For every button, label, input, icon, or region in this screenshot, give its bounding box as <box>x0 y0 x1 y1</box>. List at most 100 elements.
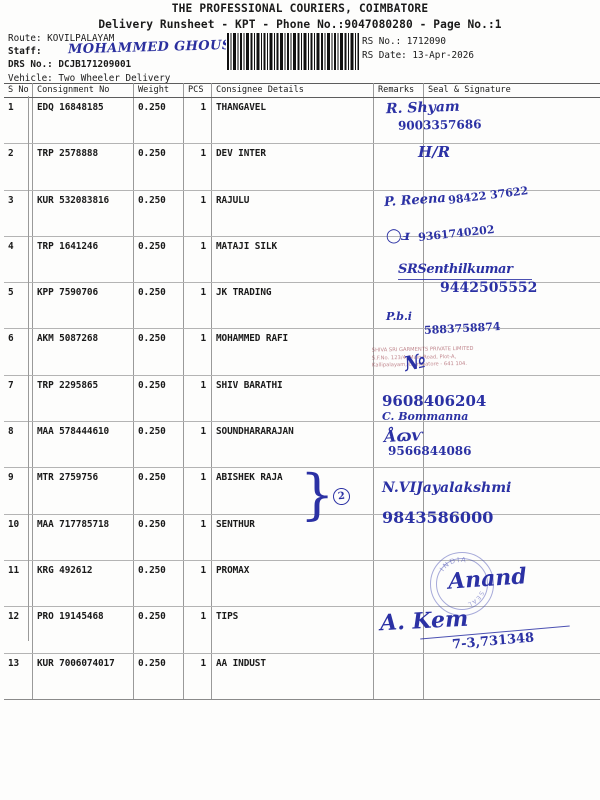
table-row: 4 TRP 1641246 0.250 1 MATAJI SILK <box>4 236 600 284</box>
cell-remarks <box>373 653 424 700</box>
table-row: 13 KUR 7006074017 0.250 1 AA INDUST <box>4 653 600 700</box>
table-row: 1 EDQ 16848185 0.250 1 THANGAVEL <box>4 97 600 145</box>
col-header-consignee: Consignee Details <box>211 83 374 98</box>
cell-remarks <box>373 236 424 284</box>
cell-consignment: MAA 717785718 <box>32 514 134 561</box>
staff-label: Staff: <box>8 46 42 58</box>
runsheet-table: S No Consignment No Weight PCS Consignee… <box>4 83 600 700</box>
cell-weight: 0.250 <box>133 653 184 700</box>
cell-sno: 13 <box>4 653 33 700</box>
cell-seal-signature <box>423 467 600 515</box>
cell-weight: 0.250 <box>133 236 184 284</box>
table-row: 3 KUR 532083816 0.250 1 RAJULU <box>4 190 600 237</box>
cell-weight: 0.250 <box>133 421 184 469</box>
cell-seal-signature <box>423 143 600 191</box>
drs-row: DRS No.: DCJB171209001 <box>8 58 170 71</box>
cell-pcs: 1 <box>183 190 212 237</box>
cell-consignment: AKM 5087268 <box>32 328 134 376</box>
cell-consignee: SENTHUR <box>211 514 374 561</box>
cell-weight: 0.250 <box>133 97 184 145</box>
cell-seal-signature <box>423 190 600 237</box>
cell-consignee: DEV INTER <box>211 143 374 191</box>
cell-weight: 0.250 <box>133 560 184 608</box>
cell-consignment: MTR 2759756 <box>32 467 134 515</box>
cell-weight: 0.250 <box>133 467 184 515</box>
drs-label: DRS No.: DCJB171209001 <box>8 59 132 71</box>
cell-pcs: 1 <box>183 606 212 654</box>
cell-seal-signature <box>423 560 600 608</box>
cell-consignment: TRP 2578888 <box>32 143 134 191</box>
cell-consignment: EDQ 16848185 <box>32 97 134 145</box>
cell-remarks <box>373 375 424 423</box>
table-row: 10 MAA 717785718 0.250 1 SENTHUR <box>4 514 600 561</box>
cell-pcs: 1 <box>183 236 212 284</box>
cell-pcs: 1 <box>183 328 212 376</box>
route-label: Route: KOVILPALAYAM <box>8 33 115 44</box>
table-row: 9 MTR 2759756 0.250 1 ABISHEK RAJA <box>4 467 600 515</box>
cell-consignee: TIPS <box>211 606 374 654</box>
document-subtitle: Delivery Runsheet - KPT - Phone No.:9047… <box>98 18 502 31</box>
cell-consignment: KUR 532083816 <box>32 190 134 237</box>
cell-seal-signature <box>423 375 600 423</box>
cell-weight: 0.250 <box>133 328 184 376</box>
table-row: 6 AKM 5087268 0.250 1 MOHAMMED RAFI <box>4 328 600 376</box>
cell-consignment: KRG 492612 <box>32 560 134 608</box>
cell-consignment: PRO 19145468 <box>32 606 134 654</box>
vehicle-row: Vehicle: Two Wheeler Delivery <box>8 72 170 85</box>
cell-remarks <box>373 467 424 515</box>
cell-pcs: 1 <box>183 97 212 145</box>
barcode <box>226 33 359 70</box>
cell-weight: 0.250 <box>133 375 184 423</box>
cell-consignee: PROMAX <box>211 560 374 608</box>
cell-consignee: ABISHEK RAJA <box>211 467 374 515</box>
rs-date: RS Date: 13-Apr-2026 <box>362 49 474 61</box>
cell-remarks <box>373 328 424 376</box>
col-header-weight: Weight <box>133 83 184 98</box>
cell-remarks <box>373 97 424 145</box>
rs-no: RS No.: 1712090 <box>362 36 446 47</box>
cell-remarks <box>373 143 424 191</box>
cell-seal-signature <box>423 282 600 330</box>
table-row: 8 MAA 578444610 0.250 1 SOUNDHARARAJAN <box>4 421 600 469</box>
cell-seal-signature <box>423 514 600 561</box>
cell-remarks <box>373 606 424 654</box>
table-row: 5 KPP 7590706 0.250 1 JK TRADING <box>4 282 600 330</box>
cell-remarks <box>373 560 424 608</box>
cell-weight: 0.250 <box>133 143 184 191</box>
staff-row: Staff: <box>8 45 170 58</box>
cell-consignee: MATAJI SILK <box>211 236 374 284</box>
cell-pcs: 1 <box>183 421 212 469</box>
cell-seal-signature <box>423 97 600 145</box>
table-header-row: S No Consignment No Weight PCS Consignee… <box>4 83 600 98</box>
cell-consignment: TRP 1641246 <box>32 236 134 284</box>
cell-consignee: THANGAVEL <box>211 97 374 145</box>
cell-seal-signature <box>423 606 600 654</box>
table-row: 12 PRO 19145468 0.250 1 TIPS <box>4 606 600 654</box>
table-row: 7 TRP 2295865 0.250 1 SHIV BARATHI <box>4 375 600 423</box>
company-title: THE PROFESSIONAL COURIERS, COIMBATORE <box>171 2 429 15</box>
col-header-consignment: Consignment No <box>32 83 134 98</box>
cell-consignee: JK TRADING <box>211 282 374 330</box>
cell-remarks <box>373 282 424 330</box>
cell-consignment: KPP 7590706 <box>32 282 134 330</box>
col-header-seal-signature: Seal & Signature <box>423 83 600 98</box>
col-header-remarks: Remarks <box>373 83 424 98</box>
cell-consignee: AA INDUST <box>211 653 374 700</box>
table-body: 1 EDQ 16848185 0.250 1 THANGAVEL 2 TRP 2578888… <box>4 97 600 700</box>
cell-pcs: 1 <box>183 143 212 191</box>
cell-pcs: 1 <box>183 560 212 608</box>
header-meta-left: Route: KOVILPALAYAM Staff: DRS No.: DCJB… <box>8 32 170 85</box>
cell-weight: 0.250 <box>133 190 184 237</box>
cell-seal-signature <box>423 653 600 700</box>
col-header-sno: S No <box>4 83 33 98</box>
cell-pcs: 1 <box>183 514 212 561</box>
cell-consignee: MOHAMMED RAFI <box>211 328 374 376</box>
cell-consignment: TRP 2295865 <box>32 375 134 423</box>
cell-seal-signature <box>423 328 600 376</box>
document-title-block: THE PROFESSIONAL COURIERS, COIMBATORE De… <box>0 2 600 32</box>
cell-remarks <box>373 190 424 237</box>
table-row: 11 KRG 492612 0.250 1 PROMAX <box>4 560 600 608</box>
cell-seal-signature <box>423 236 600 284</box>
route-row: Route: KOVILPALAYAM <box>8 32 170 45</box>
cell-pcs: 1 <box>183 653 212 700</box>
